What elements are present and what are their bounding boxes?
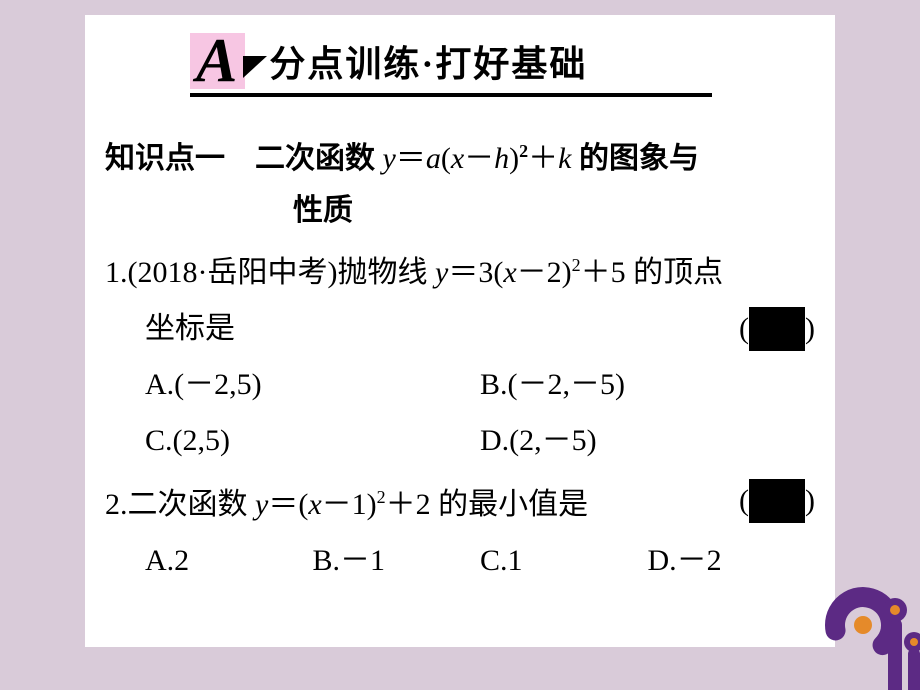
knowledge-heading: 知识点一 二次函数 y＝a(x－h)2＋k 的图象与: [105, 125, 815, 185]
q1-text1: 抛物线: [337, 256, 435, 289]
q2-1: 1: [352, 488, 367, 521]
worksheet-page: A 分点训练·打好基础 知识点一 二次函数 y＝a(x－h)2＋k 的图象与 性…: [85, 15, 835, 647]
q2-answer-blank: ( ): [739, 473, 815, 529]
q1-optA-lbl: A.: [145, 368, 174, 401]
q1-optB-val: (－2,－5): [508, 368, 625, 401]
question-2: 2.二次函数 y＝(x－1)2＋2 的最小值是 ( ): [105, 469, 815, 533]
kp-minus: －: [464, 142, 494, 175]
q1-y: y: [435, 256, 448, 289]
q2-2: 2: [416, 488, 431, 521]
q2-optB-val: －1: [340, 544, 385, 577]
kp-plus: ＋: [528, 142, 558, 175]
q2-lp: (: [298, 488, 308, 521]
q1-option-c[interactable]: C.(2,5): [145, 413, 480, 469]
q1-3: 3: [478, 256, 493, 289]
q2-text2: 的最小值是: [431, 488, 589, 521]
q1-plus: ＋: [581, 256, 611, 289]
q1-optB-lbl: B.: [480, 368, 508, 401]
kp-eq: ＝: [396, 142, 426, 175]
q2-optA-val: 2: [174, 544, 189, 577]
q2-rp: ): [367, 488, 377, 521]
q2-optB-lbl: B.: [313, 544, 341, 577]
paren-l: (: [739, 473, 749, 529]
paren-r: ): [805, 473, 815, 529]
paren-l: (: [739, 301, 749, 357]
kp-y: y: [383, 142, 396, 175]
q2-plus: ＋: [386, 488, 416, 521]
kp-label: 知识点一: [105, 142, 225, 175]
q2-option-a[interactable]: A.2: [145, 533, 313, 589]
q1-text3: 坐标是: [145, 301, 235, 357]
kp-rp: ): [509, 142, 519, 175]
kp-a: a: [426, 142, 441, 175]
q1-num: 1.: [105, 256, 128, 289]
q1-2: 2: [547, 256, 562, 289]
q1-minus: －: [517, 256, 547, 289]
q1-optC-val: (2,5): [173, 424, 230, 457]
q1-optA-val: (－2,5): [174, 368, 261, 401]
answer-box-icon: [749, 307, 805, 351]
q2-option-c[interactable]: C.1: [480, 533, 648, 589]
q1-lp: (: [493, 256, 503, 289]
q1-optD-lbl: D.: [480, 424, 509, 457]
q2-stem: 2.二次函数 y＝(x－1)2＋2 的最小值是: [105, 469, 588, 533]
q1-exp: 2: [572, 255, 581, 275]
kp-exp: 2: [519, 141, 528, 161]
q2-optD-val: －2: [677, 544, 722, 577]
q1-options-row2: C.(2,5) D.(2,－5): [145, 413, 815, 469]
q1-line2: 坐标是 ( ): [145, 301, 815, 357]
question-1: 1.(2018·岳阳中考)抛物线 y＝3(x－2)2＋5 的顶点: [105, 237, 815, 301]
q2-optC-lbl: C.: [480, 544, 508, 577]
q2-optC-val: 1: [508, 544, 523, 577]
q1-optC-lbl: C.: [145, 424, 173, 457]
q2-num: 2.: [105, 488, 128, 521]
paren-r: ): [805, 301, 815, 357]
q2-eq: ＝: [268, 488, 298, 521]
q2-y: y: [255, 488, 268, 521]
kp-x: x: [451, 142, 464, 175]
kp-suffix2: 性质: [293, 185, 815, 237]
kp-suffix1: 的图象与: [571, 142, 699, 175]
section-letter: A: [190, 33, 245, 89]
q2-option-d[interactable]: D.－2: [648, 533, 816, 589]
q1-answer-blank: ( ): [739, 301, 815, 357]
q1-eq: ＝: [448, 256, 478, 289]
q1-optD-val: (2,－5): [509, 424, 596, 457]
q1-source: (2018·岳阳中考): [128, 256, 338, 289]
section-title: 分点训练·打好基础: [269, 35, 587, 87]
q1-options-row1: A.(－2,5) B.(－2,－5): [145, 357, 815, 413]
q1-5: 5: [611, 256, 626, 289]
answer-box-icon: [749, 479, 805, 523]
q1-option-a[interactable]: A.(－2,5): [145, 357, 480, 413]
q2-option-b[interactable]: B.－1: [313, 533, 481, 589]
q2-options-row: A.2 B.－1 C.1 D.－2: [145, 533, 815, 589]
q2-exp: 2: [377, 487, 386, 507]
q2-minus: －: [322, 488, 352, 521]
q2-optD-lbl: D.: [648, 544, 677, 577]
kp-h: h: [494, 142, 509, 175]
kp-prefix: 二次函数: [255, 142, 383, 175]
section-header: A 分点训练·打好基础: [190, 33, 815, 89]
header-underline: [190, 93, 712, 97]
q1-x: x: [503, 256, 516, 289]
q2-optA-lbl: A.: [145, 544, 174, 577]
q1-rp: ): [562, 256, 572, 289]
kp-lp: (: [441, 142, 451, 175]
q1-option-b[interactable]: B.(－2,－5): [480, 357, 815, 413]
kp-k: k: [558, 142, 571, 175]
q2-text1: 二次函数: [128, 488, 256, 521]
triangle-icon: [243, 56, 267, 83]
q1-option-d[interactable]: D.(2,－5): [480, 413, 815, 469]
q1-text2: 的顶点: [626, 256, 724, 289]
q2-x: x: [308, 488, 321, 521]
